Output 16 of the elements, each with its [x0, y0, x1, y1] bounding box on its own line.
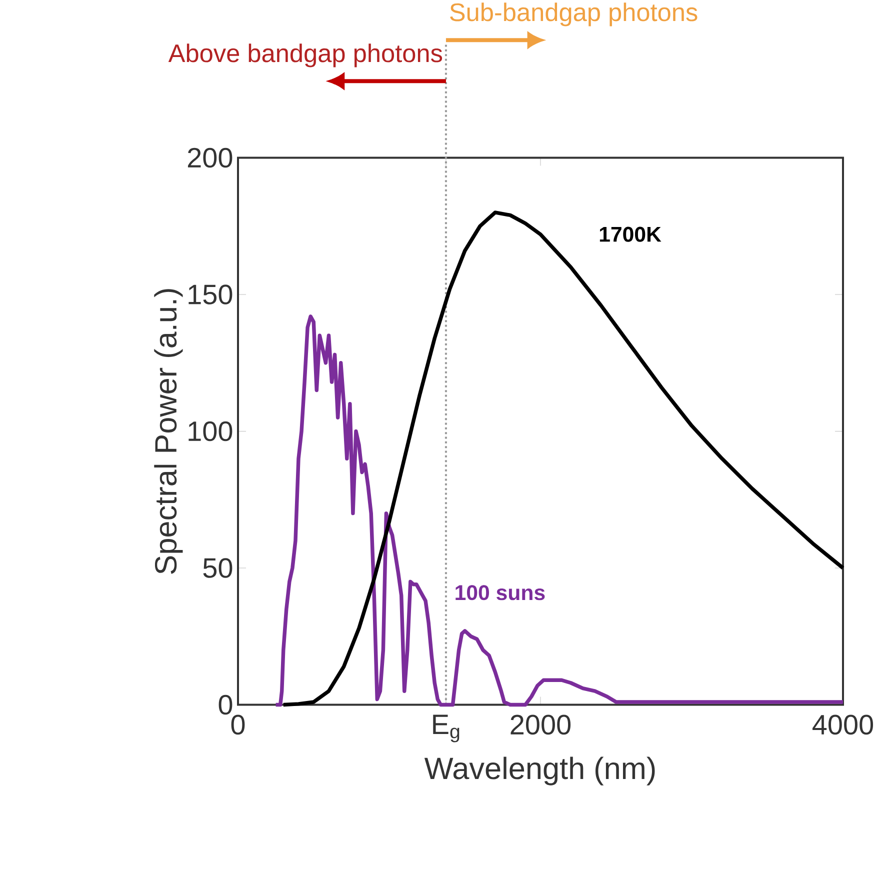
text: Sub-bandgap photons — [450, 2, 698, 26]
x-tick-label: 2000 — [510, 714, 571, 735]
x-tick-label: 4000 — [812, 714, 874, 735]
annotation: 1700K — [600, 226, 662, 242]
annotation: 100 suns — [456, 585, 545, 600]
x-tick-label: E$_{g}$ — [433, 714, 460, 742]
y-tick-label: 0 — [218, 694, 232, 715]
y-axis-title: Spectral Power (a.u.) — [154, 289, 183, 574]
text: Above bandgap photons — [168, 44, 442, 68]
y-tick-label: 150 — [188, 284, 232, 305]
y-tick-label: 200 — [188, 148, 232, 168]
x-tick-label: 0 — [231, 714, 245, 735]
y-tick-label: 50 — [203, 558, 232, 578]
x-axis-title: Wavelength (nm) — [424, 756, 655, 786]
y-tick-label: 100 — [188, 421, 232, 442]
line-series — [282, 210, 845, 707]
